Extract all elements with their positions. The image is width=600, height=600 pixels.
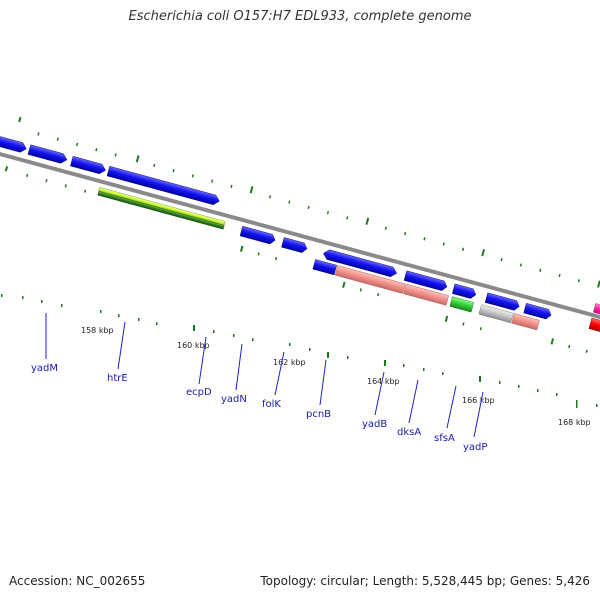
gene-labels: yadM htrE ecpD yadN folK pcnB yadB dksA … [31, 363, 487, 453]
kbp-label: 168 kbp [558, 418, 591, 427]
kbp-label: 160 kbp [177, 341, 210, 350]
gene-label-ecpd: ecpD [186, 387, 212, 398]
gene-arrow [281, 237, 308, 253]
topology-label: Topology: circular; Length: 5,528,445 bp… [260, 574, 590, 588]
gene-arrow [27, 144, 68, 164]
genome-backbone [0, 144, 600, 348]
kbp-label: 164 kbp [367, 377, 400, 386]
gene-label-yadp: yadP [463, 442, 487, 453]
outer-tick-row [18, 116, 600, 288]
scatter-ticks [1, 294, 598, 408]
gene-arrow [484, 292, 520, 311]
gene-label-yadm: yadM [31, 363, 58, 374]
kbp-label: 166 kbp [462, 396, 495, 405]
gene-label-folk: folK [262, 399, 281, 410]
reverse-gene-track [97, 187, 600, 361]
accession-label: Accession: NC_002655 [9, 574, 146, 588]
gene-arrow [239, 225, 276, 245]
kbp-label: 162 kbp [273, 358, 306, 367]
gene-label-yadn: yadN [221, 394, 247, 405]
gene-arrow [452, 283, 477, 299]
gene-arrow [0, 134, 27, 153]
reverse-gene-track-2 [312, 259, 540, 331]
gene-arrow [523, 303, 552, 320]
gene-arrow [323, 249, 397, 277]
gene-label-htre: htrE [107, 373, 128, 384]
gene-label-pcnb: pcnB [306, 409, 331, 420]
forward-gene-track [0, 134, 220, 205]
kbp-label: 158 kbp [81, 326, 114, 335]
gene-arrow [106, 166, 220, 205]
gene-arrow [70, 156, 106, 175]
kbp-scale: 158 kbp 160 kbp 162 kbp 164 kbp 166 kbp … [81, 326, 591, 427]
inner-tick-row [4, 166, 87, 193]
gene-leaders [45, 313, 484, 438]
gene-arrow [312, 259, 337, 276]
page-title: Escherichia coli O157:H7 EDL933, complet… [128, 9, 472, 24]
gene-arrow [403, 270, 448, 291]
lower-tick-row [239, 245, 588, 353]
gene-label-dksa: dksA [397, 427, 421, 438]
gene-label-yadb: yadB [362, 419, 387, 430]
gene-label-sfsa: sfsA [434, 433, 455, 444]
